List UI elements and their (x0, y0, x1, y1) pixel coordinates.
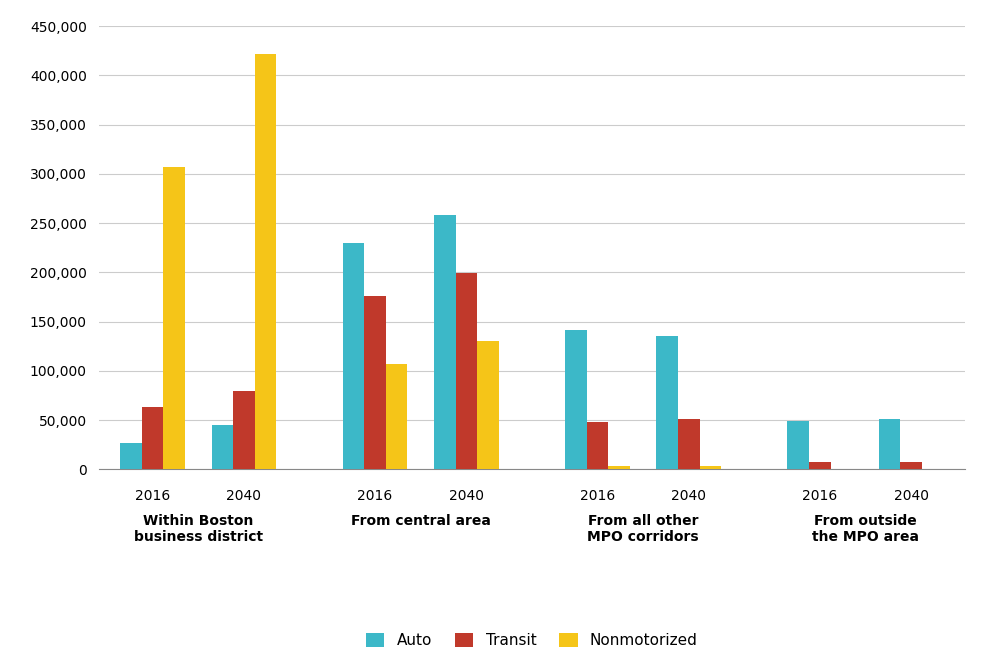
Bar (656, 336, 678, 469)
Bar (386, 364, 408, 469)
Bar (609, 466, 629, 469)
Bar (233, 391, 255, 469)
Bar (787, 421, 809, 469)
Bar (212, 425, 233, 469)
Bar (455, 273, 477, 469)
Text: 2016: 2016 (802, 489, 837, 503)
Bar (587, 422, 609, 469)
Text: From outside
the MPO area: From outside the MPO area (812, 514, 919, 544)
Bar (343, 243, 364, 469)
Legend: Auto, Transit, Nonmotorized: Auto, Transit, Nonmotorized (366, 633, 697, 648)
Bar (678, 419, 699, 469)
Bar (120, 443, 142, 469)
Bar (255, 53, 277, 469)
Bar (699, 466, 721, 469)
Text: 2016: 2016 (580, 489, 615, 503)
Text: 2040: 2040 (672, 489, 706, 503)
Text: 2016: 2016 (358, 489, 393, 503)
Bar (142, 408, 164, 469)
Text: From central area: From central area (351, 514, 491, 528)
Bar (477, 342, 498, 469)
Text: 2016: 2016 (135, 489, 170, 503)
Bar (809, 462, 830, 469)
Text: Within Boston
business district: Within Boston business district (134, 514, 263, 544)
Text: 2040: 2040 (227, 489, 261, 503)
Bar (364, 296, 386, 469)
Bar (164, 167, 185, 469)
Text: From all other
MPO corridors: From all other MPO corridors (587, 514, 699, 544)
Bar (565, 329, 587, 469)
Text: 2040: 2040 (893, 489, 929, 503)
Text: 2040: 2040 (449, 489, 484, 503)
Bar (900, 462, 922, 469)
Bar (879, 419, 900, 469)
Bar (434, 215, 455, 469)
